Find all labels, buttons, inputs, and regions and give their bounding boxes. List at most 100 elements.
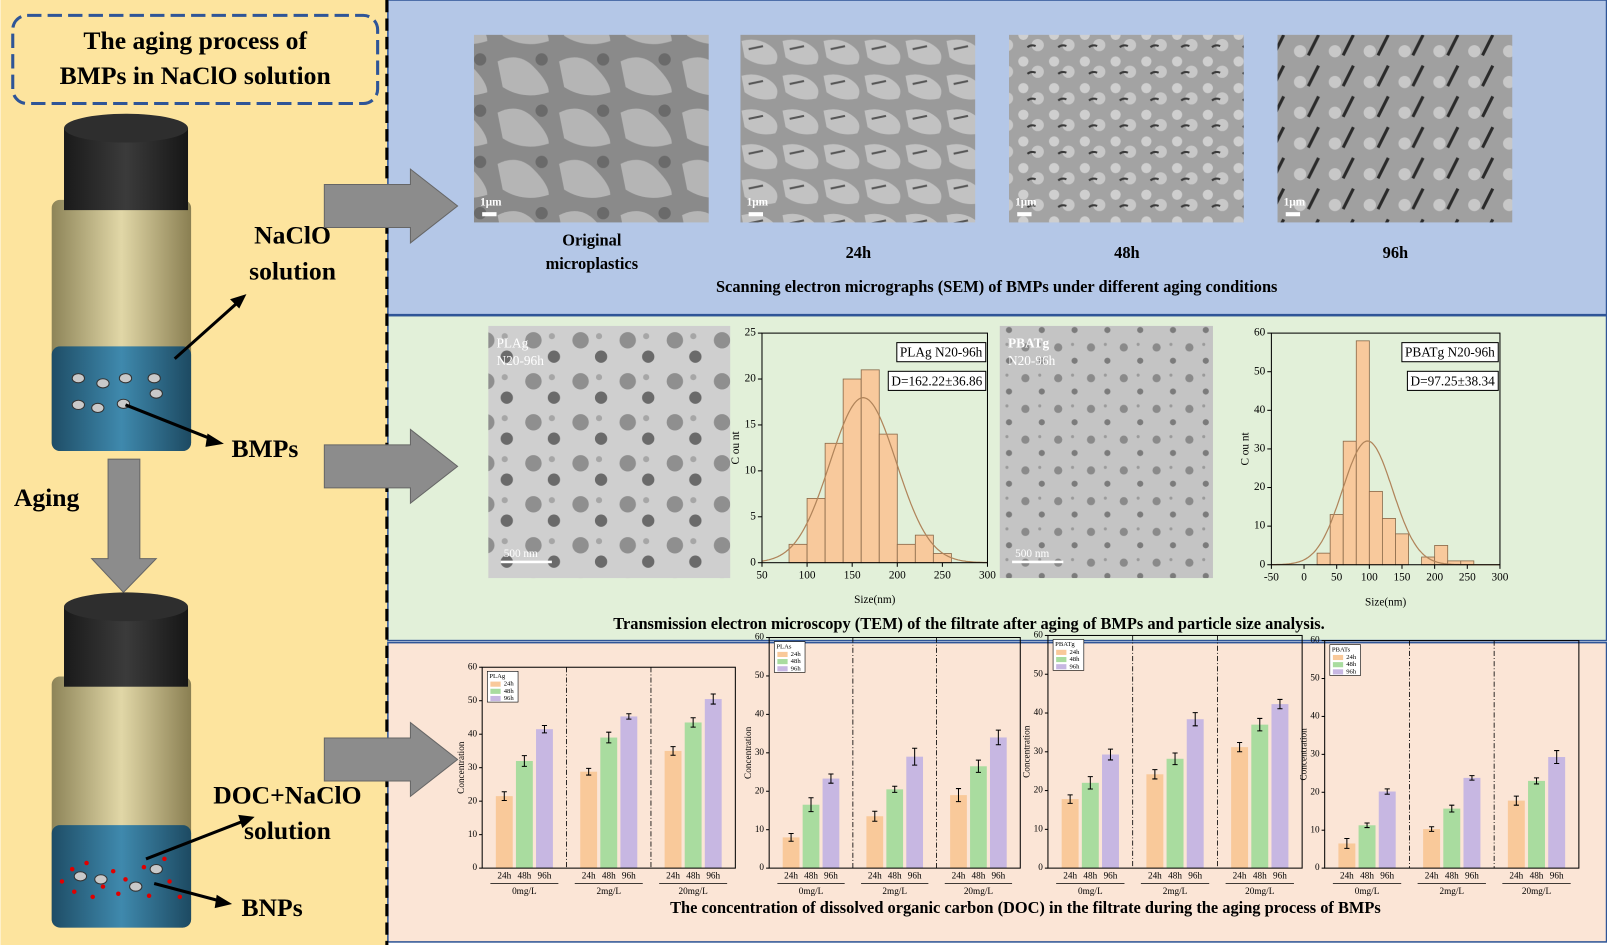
legend-label: 24h xyxy=(1346,654,1357,661)
error-bar xyxy=(1554,750,1560,764)
x-tick-label: 24h xyxy=(1340,870,1354,880)
error-bar xyxy=(606,731,612,744)
legend-swatch xyxy=(1056,664,1067,670)
down-arrow xyxy=(90,458,158,594)
legend-swatch xyxy=(1056,649,1067,655)
sem-image xyxy=(1277,34,1513,223)
x-tick-label: 96h xyxy=(1550,870,1564,880)
group-label: 20mg/L xyxy=(964,886,994,896)
x-tick-label: 24h xyxy=(784,870,798,880)
error-bar xyxy=(1469,775,1475,781)
y-tick-label: 40 xyxy=(1310,711,1320,721)
histogram-bar xyxy=(1329,514,1344,566)
fit-curve xyxy=(761,397,988,564)
image-label: N20-96h xyxy=(497,353,545,368)
scale-label: 500 nm xyxy=(504,548,538,560)
legend-label: 24h xyxy=(791,651,802,658)
y-tick-label: 10 xyxy=(745,464,757,476)
y-tick-label: 10 xyxy=(1034,823,1044,833)
x-tick-label: 300 xyxy=(1491,572,1508,584)
legend-title: PLAs xyxy=(776,643,792,650)
y-tick-label: 50 xyxy=(468,695,478,705)
x-tick-label: 24h xyxy=(582,870,596,880)
x-tick-label: 48h xyxy=(686,870,700,880)
y-tick-label: 20 xyxy=(745,373,757,385)
error-bar xyxy=(955,788,962,803)
y-tick-label: 60 xyxy=(1034,630,1044,640)
legend-swatch xyxy=(1056,656,1067,663)
x-tick-label: 96h xyxy=(824,870,838,880)
x-tick-label: 96h xyxy=(1273,870,1287,880)
scale-label: 500 nm xyxy=(1015,548,1049,560)
error-bar xyxy=(1429,826,1435,832)
x-tick-label: 48h xyxy=(1168,870,1182,880)
legend-label: 24h xyxy=(1069,649,1080,656)
bar xyxy=(1423,829,1441,869)
y-axis-label: Concentration xyxy=(1298,728,1308,781)
x-tick-label: 96h xyxy=(538,870,552,880)
group-label: 2mg/L xyxy=(1439,886,1464,896)
y-tick-label: 0 xyxy=(1260,558,1266,570)
scale-label: 1μm xyxy=(1015,197,1037,209)
x-tick-label: 24h xyxy=(666,870,680,880)
y-axis-label: C ou nt xyxy=(730,430,742,464)
y-tick-label: 30 xyxy=(468,762,478,772)
scale-bar xyxy=(1012,560,1064,564)
y-tick-label: 0 xyxy=(1315,862,1320,872)
x-tick-label: 0 xyxy=(1301,572,1307,584)
label-box xyxy=(1406,370,1499,391)
particles xyxy=(71,373,163,414)
legend-label: 48h xyxy=(791,658,802,665)
x-tick-label: 300 xyxy=(979,570,996,582)
group-label: 0mg/L xyxy=(799,886,824,896)
y-tick-label: 50 xyxy=(1254,365,1266,377)
error-bar xyxy=(1513,795,1519,806)
error-bar xyxy=(1344,838,1350,849)
bottle xyxy=(51,592,192,928)
error-bar xyxy=(1257,717,1263,732)
bar xyxy=(664,750,682,869)
right-arrow xyxy=(323,168,459,244)
label: solution xyxy=(244,816,331,845)
y-tick-label: 20 xyxy=(755,785,765,795)
section-title: The concentration of dissolved organic c… xyxy=(670,898,1381,917)
x-tick-label: 96h xyxy=(706,870,720,880)
group-label: 20mg/L xyxy=(679,886,709,896)
image-caption: 96h xyxy=(1383,243,1408,262)
pointer-head xyxy=(230,294,247,309)
legend-label: PBATg N20-96h xyxy=(1405,345,1495,360)
bar xyxy=(1166,758,1184,869)
group-label: 2mg/L xyxy=(596,886,621,896)
y-tick-label: 60 xyxy=(468,661,478,671)
scale-bar xyxy=(748,212,764,217)
liquid xyxy=(51,346,192,451)
x-tick-label: 24h xyxy=(868,870,882,880)
image-caption: microplastics xyxy=(546,254,638,273)
y-axis-label: C ou nt xyxy=(1239,431,1251,465)
x-tick-label: 250 xyxy=(1459,572,1476,584)
bar xyxy=(802,804,820,869)
legend-label: 48h xyxy=(1069,656,1080,663)
bar xyxy=(782,837,800,869)
image-label: N20-96h xyxy=(1008,353,1056,368)
group-label: 2mg/L xyxy=(1163,886,1188,896)
bar xyxy=(1251,724,1269,869)
x-tick-label: 96h xyxy=(1465,870,1479,880)
x-tick-label: -50 xyxy=(1264,572,1279,584)
error-bar xyxy=(1087,776,1093,790)
y-tick-label: 60 xyxy=(1310,635,1320,645)
x-tick-label: 24h xyxy=(497,870,511,880)
label: BMPs xyxy=(231,434,298,463)
histogram-bar xyxy=(1316,552,1331,566)
particles xyxy=(73,864,163,892)
x-tick-label: 150 xyxy=(1394,572,1411,584)
image-caption: 24h xyxy=(846,243,871,262)
x-tick-label: 100 xyxy=(1361,572,1378,584)
bar xyxy=(515,760,533,869)
pointer xyxy=(173,298,243,360)
x-tick-label: 96h xyxy=(1104,870,1118,880)
x-tick-label: 96h xyxy=(908,870,922,880)
histogram-bar xyxy=(1368,490,1383,566)
bar xyxy=(1102,754,1119,869)
histogram-bar xyxy=(914,534,934,564)
